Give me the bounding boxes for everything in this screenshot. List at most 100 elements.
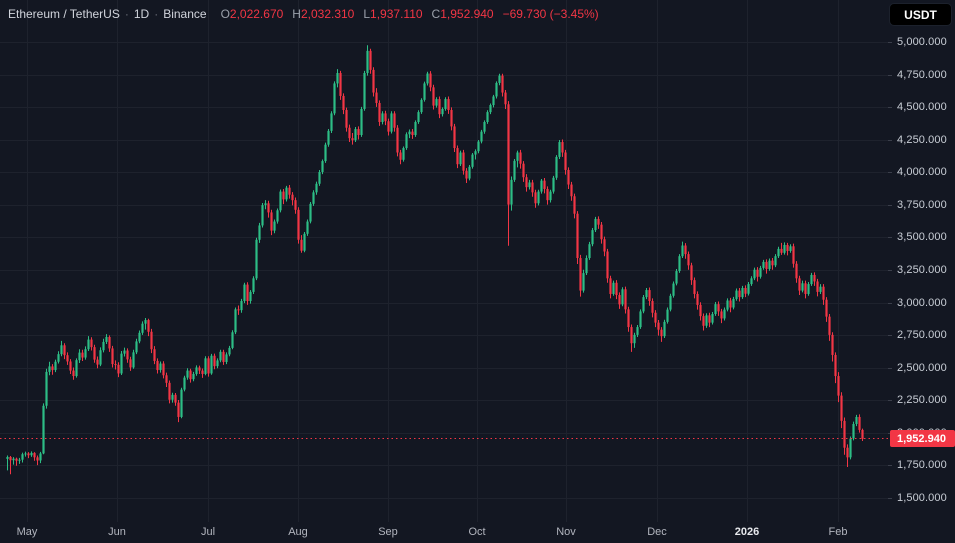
candle-body bbox=[702, 316, 705, 326]
candle-body bbox=[6, 456, 9, 459]
candle-body bbox=[570, 184, 573, 197]
candle-body bbox=[717, 304, 720, 312]
candle-body bbox=[144, 320, 147, 324]
candle-body bbox=[630, 327, 633, 344]
candle-body bbox=[180, 389, 183, 417]
candle-body bbox=[138, 332, 141, 342]
candle-body bbox=[360, 108, 363, 136]
candle-body bbox=[591, 230, 594, 245]
candle-body bbox=[672, 283, 675, 296]
candle-body bbox=[324, 144, 327, 162]
price-axis-tick bbox=[888, 205, 892, 206]
price-axis-tick bbox=[888, 465, 892, 466]
candlestick-chart[interactable] bbox=[0, 0, 888, 522]
candle-body bbox=[846, 447, 849, 458]
candle-body bbox=[582, 273, 585, 291]
candle-body bbox=[576, 213, 579, 259]
candle-body bbox=[393, 113, 396, 128]
candle-body bbox=[363, 73, 366, 109]
candle-body bbox=[288, 187, 291, 195]
last-price-line bbox=[0, 438, 888, 439]
candle-body bbox=[684, 245, 687, 255]
candle-body bbox=[312, 192, 315, 204]
exchange-label[interactable]: Binance bbox=[163, 7, 207, 21]
candle-body bbox=[429, 73, 432, 88]
candle-body bbox=[801, 283, 804, 291]
candle-body bbox=[543, 180, 546, 189]
candle-body bbox=[348, 127, 351, 139]
open-value: 2,022.670 bbox=[229, 7, 284, 21]
candle-body bbox=[402, 148, 405, 160]
symbol-legend: Ethereum / TetherUS · 1D · Binance O2,022.670… bbox=[8, 7, 599, 23]
candle-body bbox=[819, 286, 822, 292]
candle-body bbox=[246, 284, 249, 302]
price-axis[interactable]: USDT 5,000.000 4,750.000 4,500.000 4,250.00… bbox=[888, 0, 955, 522]
candle-body bbox=[573, 196, 576, 214]
candle-body bbox=[612, 282, 615, 294]
candle-body bbox=[720, 311, 723, 319]
interval-label[interactable]: 1D bbox=[133, 7, 150, 21]
candle-body bbox=[204, 358, 207, 374]
candle-body bbox=[579, 258, 582, 291]
candle-body bbox=[798, 278, 801, 291]
candle-body bbox=[273, 221, 276, 231]
candle-body bbox=[366, 50, 369, 74]
candle-body bbox=[69, 361, 72, 371]
candle-body bbox=[396, 127, 399, 153]
candle-body bbox=[618, 295, 621, 305]
candle-body bbox=[432, 87, 435, 106]
candle-body bbox=[774, 256, 777, 266]
candle-body bbox=[333, 83, 336, 114]
candle-body bbox=[858, 416, 861, 430]
high-label: H bbox=[292, 7, 301, 21]
time-axis[interactable]: May Jun Jul Aug Sep Oct Nov Dec 2026 Feb bbox=[0, 522, 955, 543]
symbol-name[interactable]: Ethereum / TetherUS bbox=[8, 7, 120, 21]
price-axis-label: 3,750.000 bbox=[897, 199, 947, 211]
candle-body bbox=[567, 169, 570, 185]
candle-body bbox=[540, 180, 543, 192]
candle-body bbox=[399, 152, 402, 160]
price-axis-label: 1,750.000 bbox=[897, 459, 947, 471]
price-axis-tick bbox=[888, 368, 892, 369]
candle-body bbox=[516, 152, 519, 161]
candle-body bbox=[177, 402, 180, 417]
price-axis-label: 2,750.000 bbox=[897, 329, 947, 341]
candle-body bbox=[378, 102, 381, 122]
currency-button[interactable]: USDT bbox=[889, 3, 952, 26]
candle-body bbox=[627, 309, 630, 328]
price-axis-tick bbox=[888, 498, 892, 499]
candle-body bbox=[687, 254, 690, 266]
candle-body bbox=[339, 73, 342, 96]
chart-pane[interactable]: Ethereum / TetherUS · 1D · Binance O2,022.670… bbox=[0, 0, 888, 522]
candle-body bbox=[258, 225, 261, 240]
candle-body bbox=[228, 347, 231, 355]
legend-separator: · bbox=[124, 7, 129, 21]
candle-body bbox=[99, 350, 102, 365]
candle-body bbox=[147, 320, 150, 332]
candle-body bbox=[435, 99, 438, 106]
candle-body bbox=[636, 327, 639, 335]
candle-body bbox=[336, 73, 339, 84]
candle-body bbox=[60, 345, 63, 355]
candle-body bbox=[318, 172, 321, 184]
candle-body bbox=[426, 73, 429, 84]
candle-body bbox=[261, 205, 264, 226]
last-price-tag: 1,952.940 bbox=[890, 430, 955, 447]
candle-body bbox=[747, 284, 750, 294]
candle-body bbox=[240, 301, 243, 311]
candle-body bbox=[438, 99, 441, 115]
candle-body bbox=[222, 351, 225, 362]
candle-body bbox=[126, 350, 129, 360]
price-axis-label: 1,500.000 bbox=[897, 492, 947, 504]
candle-body bbox=[753, 269, 756, 279]
candle-body bbox=[81, 352, 84, 358]
candle-body bbox=[216, 360, 219, 367]
candle-body bbox=[192, 373, 195, 380]
candle-body bbox=[660, 329, 663, 337]
price-axis-tick bbox=[888, 335, 892, 336]
candle-body bbox=[771, 260, 774, 266]
candle-body bbox=[87, 339, 90, 350]
candle-body bbox=[255, 239, 258, 279]
candle-body bbox=[633, 334, 636, 344]
candle-body bbox=[282, 191, 285, 200]
